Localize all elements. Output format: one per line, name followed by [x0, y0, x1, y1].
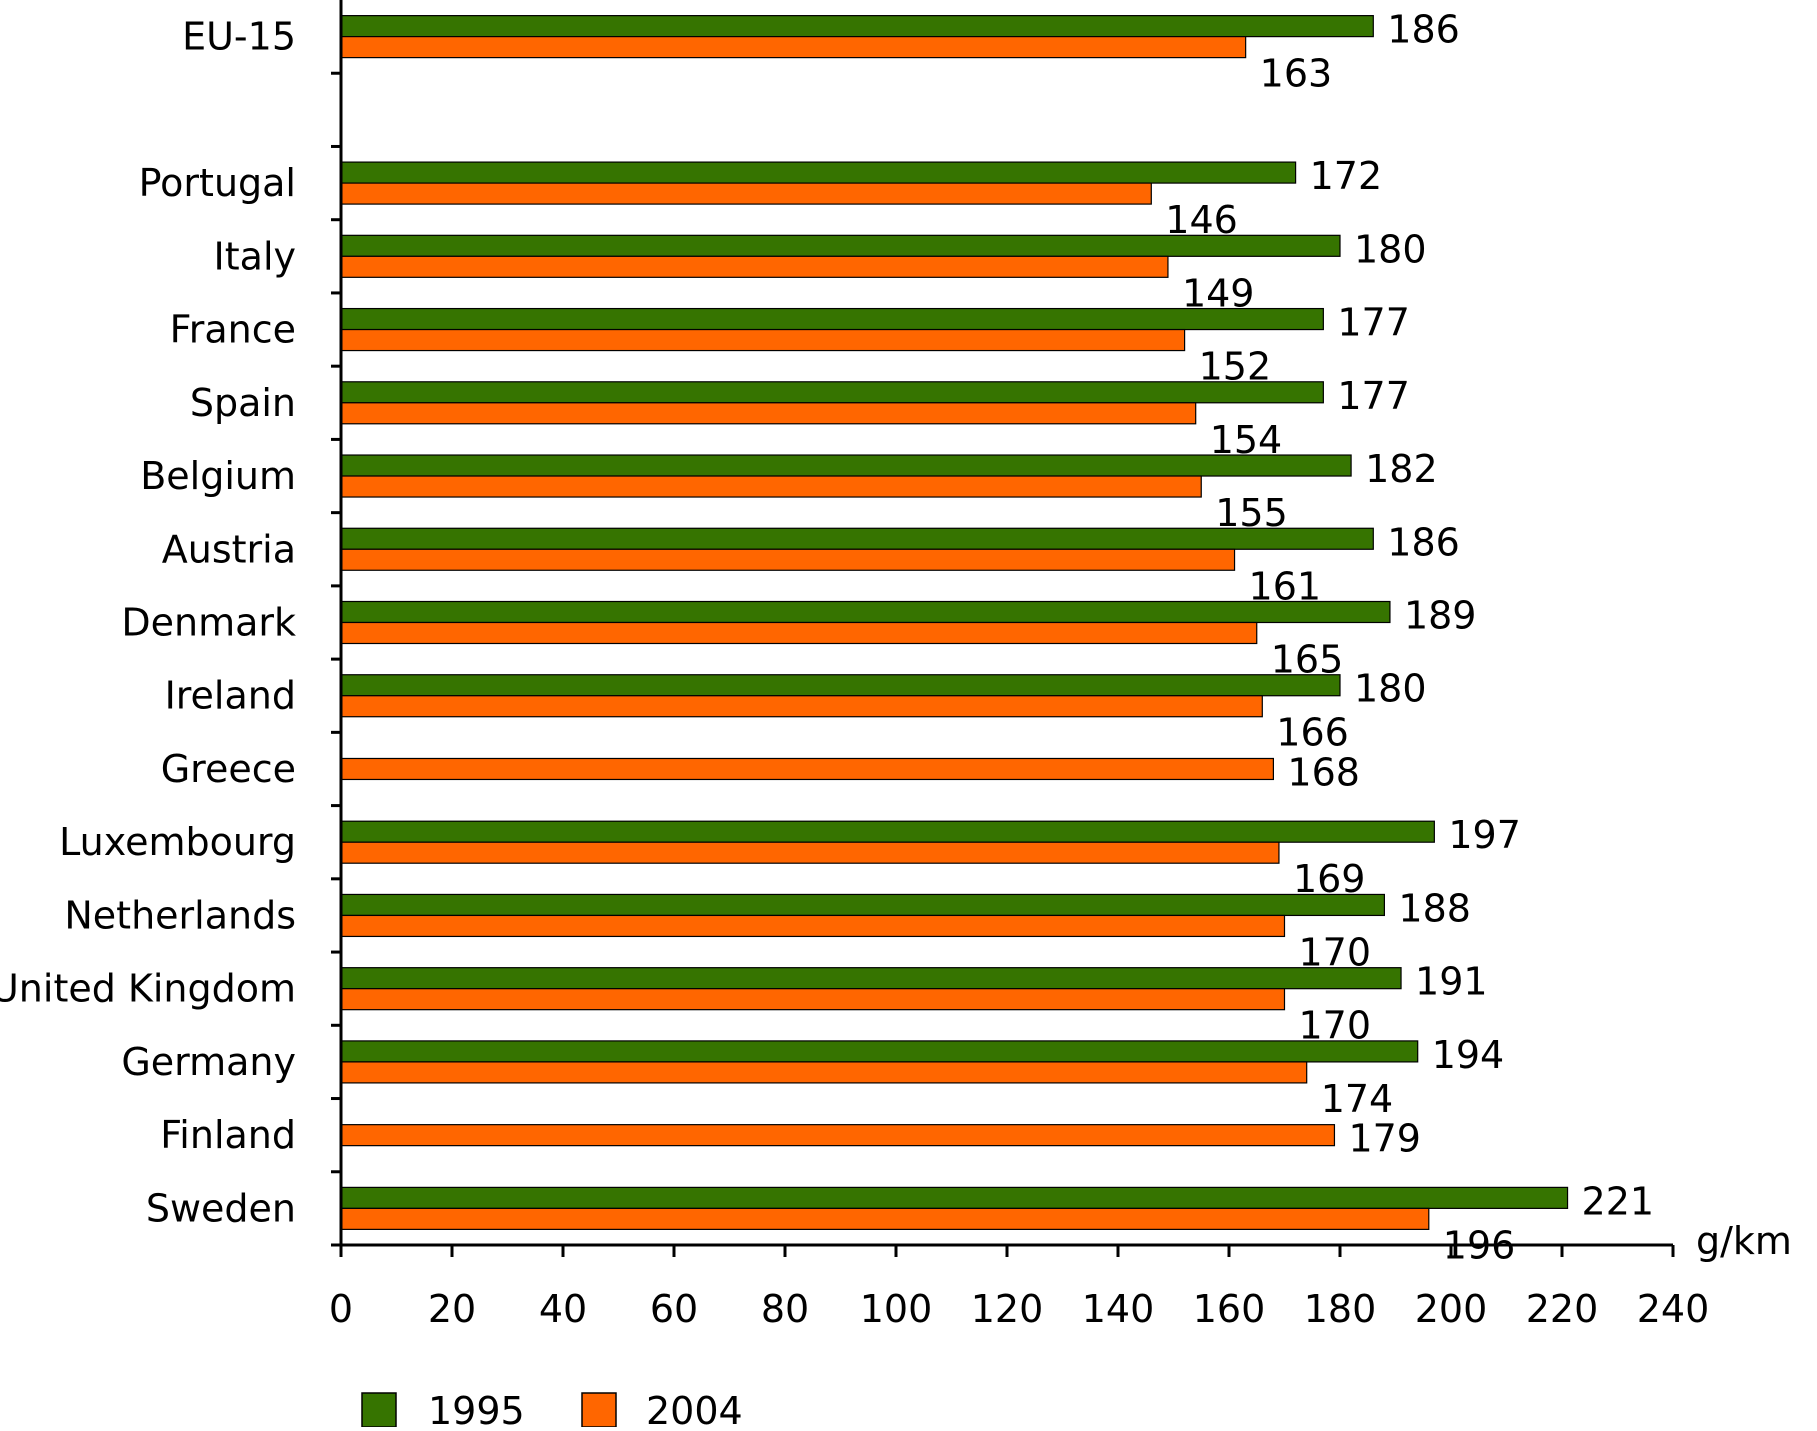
category-label: Greece [161, 747, 296, 791]
category-label: Austria [162, 527, 296, 571]
bar-2004 [340, 1207, 1430, 1230]
bar-2004 [340, 841, 1280, 864]
value-label-1995: 186 [1387, 8, 1460, 52]
bar-2004 [340, 914, 1286, 938]
value-label-1995: 182 [1365, 447, 1438, 491]
value-label-2004: 168 [1287, 750, 1360, 794]
category-label: Sweden [146, 1186, 296, 1230]
value-label-2004: 161 [1249, 564, 1322, 608]
bar-1995 [340, 674, 1341, 697]
category-label: Belgium [140, 454, 296, 498]
category-label: Denmark [121, 601, 296, 645]
value-label-2004: 166 [1276, 711, 1349, 755]
bar-2004 [340, 402, 1197, 425]
bar-1995 [340, 307, 1324, 331]
bar-2004 [340, 328, 1186, 352]
value-label-2004: 196 [1443, 1223, 1516, 1267]
category-label: Netherlands [64, 893, 296, 937]
value-label-1995: 194 [1432, 1033, 1505, 1077]
x-tick-label: 140 [1082, 1287, 1155, 1331]
x-tick-label: 200 [1415, 1287, 1488, 1331]
bar-1995 [340, 820, 1435, 843]
x-tick-label: 0 [329, 1287, 353, 1331]
value-label-2004: 170 [1299, 1004, 1372, 1048]
bar-1995 [340, 893, 1386, 917]
bar-1995 [340, 381, 1324, 404]
value-label-2004: 174 [1321, 1077, 1394, 1121]
x-tick-label: 240 [1637, 1287, 1710, 1331]
bar-2004 [340, 988, 1286, 1011]
value-label-2004: 149 [1182, 271, 1255, 315]
value-label-2004: 155 [1215, 491, 1288, 535]
category-label: Finland [160, 1113, 296, 1157]
value-label-1995: 177 [1337, 374, 1410, 418]
bars-layer [340, 15, 1569, 1230]
bar-2004 [340, 621, 1258, 645]
category-label: Italy [214, 234, 296, 278]
x-tick-label: 220 [1526, 1287, 1599, 1331]
category-label: Luxembourg [59, 820, 296, 864]
bar-1995 [340, 15, 1374, 38]
value-label-1995: 180 [1354, 667, 1427, 711]
value-label-2004: 152 [1199, 345, 1272, 389]
bar-1995 [340, 967, 1402, 990]
bar-2004 [340, 182, 1152, 205]
x-tick-label: 160 [1193, 1287, 1266, 1331]
x-tick-label: 180 [1304, 1287, 1377, 1331]
bar-2004 [340, 255, 1169, 278]
x-tick-label: 40 [539, 1287, 587, 1331]
bar-2004 [340, 757, 1275, 781]
value-label-1995: 221 [1582, 1179, 1655, 1223]
bar-1995 [340, 454, 1352, 477]
value-label-1995: 186 [1387, 520, 1460, 564]
legend-swatch-2004 [581, 1392, 617, 1428]
value-label-1995: 188 [1398, 886, 1471, 930]
legend: 1995 2004 [361, 1389, 743, 1431]
category-label: United Kingdom [0, 967, 296, 1011]
legend-label-1995: 1995 [428, 1389, 525, 1427]
value-label-1995: 197 [1448, 813, 1521, 857]
value-label-2004: 169 [1293, 857, 1366, 901]
value-label-2004: 163 [1260, 52, 1333, 96]
category-label: Ireland [165, 674, 296, 718]
value-label-1995: 172 [1310, 154, 1383, 198]
bar-1995 [340, 161, 1297, 184]
bar-2004 [340, 36, 1247, 59]
bar-1995 [340, 600, 1391, 624]
legend-swatch-1995 [361, 1392, 397, 1428]
x-tick-label: 20 [428, 1287, 476, 1331]
bar-2004 [340, 1061, 1308, 1084]
value-label-1995: 177 [1337, 301, 1410, 345]
bar-1995 [340, 1040, 1419, 1063]
axis-layer [331, 0, 1675, 1257]
value-label-2004: 165 [1271, 638, 1344, 682]
category-label: France [170, 308, 296, 352]
category-label: Germany [121, 1040, 296, 1084]
value-label-1995: 189 [1404, 594, 1477, 638]
value-label-1995: 191 [1415, 960, 1488, 1004]
x-tick-label: 120 [971, 1287, 1044, 1331]
x-tick-label: 60 [650, 1287, 698, 1331]
value-label-2004: 146 [1165, 198, 1238, 242]
x-unit-label: g/km [1696, 1219, 1792, 1263]
legend-label-2004: 2004 [646, 1389, 743, 1427]
value-label-2004: 179 [1348, 1117, 1421, 1161]
value-label-2004: 170 [1299, 930, 1372, 974]
x-tick-label: 80 [761, 1287, 809, 1331]
value-label-2004: 154 [1210, 418, 1283, 462]
bar-2004 [340, 475, 1202, 498]
category-label: Portugal [139, 161, 296, 205]
bar-1995 [340, 1186, 1569, 1209]
value-label-1995: 180 [1354, 227, 1427, 271]
labels-layer: 186 163 EU-15 172 146 Portugal 180 149 Italy 177 1… [0, 8, 1792, 1331]
category-label: EU-15 [182, 15, 296, 59]
bar-2004 [340, 1124, 1336, 1147]
bar-2004 [340, 548, 1236, 571]
bar-2004 [340, 695, 1263, 718]
x-tick-label: 100 [860, 1287, 933, 1331]
category-label: Spain [190, 381, 296, 425]
